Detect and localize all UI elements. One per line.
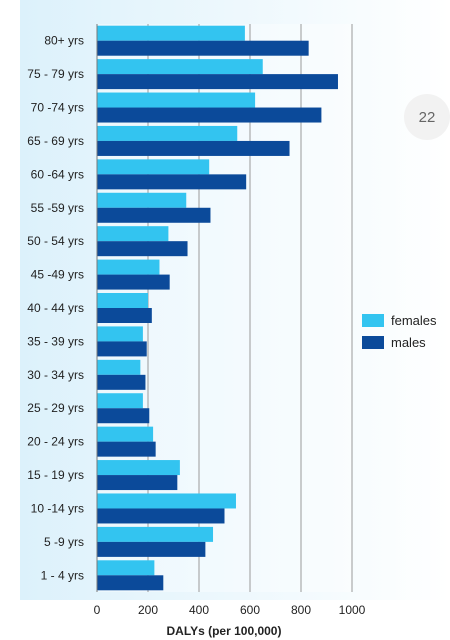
bar-females (97, 393, 143, 409)
bar-males (97, 207, 211, 223)
bar-females (97, 526, 214, 542)
category-label: 75 - 79 yrs (27, 67, 84, 81)
category-label: 30 - 34 yrs (27, 368, 84, 382)
x-tick-label: 400 (189, 603, 209, 617)
bar-females (97, 460, 180, 476)
bar-males (97, 140, 290, 156)
bar-females (97, 326, 143, 342)
bar-males (97, 74, 338, 90)
bar-females (97, 192, 187, 208)
bar-females (97, 159, 210, 175)
category-label: 70 -74 yrs (31, 101, 84, 115)
bar-males (97, 408, 150, 424)
category-label: 65 - 69 yrs (27, 134, 84, 148)
category-label: 25 - 29 yrs (27, 401, 84, 415)
category-label: 55 -59 yrs (31, 201, 84, 215)
bar-males (97, 575, 164, 591)
x-tick-label: 1000 (339, 603, 366, 617)
x-tick-label: 800 (291, 603, 311, 617)
bar-females (97, 359, 141, 375)
category-label: 1 - 4 yrs (41, 568, 84, 582)
category-label: 5 -9 yrs (44, 535, 84, 549)
bar-males (97, 241, 188, 257)
bar-females (97, 25, 245, 41)
bar-females (97, 92, 256, 108)
category-label: 35 - 39 yrs (27, 334, 84, 348)
x-tick-label: 600 (240, 603, 260, 617)
category-label: 20 - 24 yrs (27, 435, 84, 449)
legend-label-females: females (391, 313, 437, 328)
legend-swatch-males (362, 336, 384, 349)
page-number: 22 (419, 109, 436, 126)
bar-females (97, 125, 238, 141)
category-label: 50 - 54 yrs (27, 234, 84, 248)
bar-females (97, 226, 169, 242)
bar-males (97, 107, 322, 123)
bar-females (97, 426, 154, 442)
category-label: 60 -64 yrs (31, 167, 84, 181)
bar-males (97, 341, 147, 357)
x-tick-label: 0 (94, 603, 101, 617)
category-label: 45 -49 yrs (31, 268, 84, 282)
bar-males (97, 541, 206, 557)
bar-males (97, 441, 156, 457)
bar-females (97, 259, 160, 275)
bar-males (97, 40, 309, 56)
bar-males (97, 274, 170, 290)
category-label: 40 - 44 yrs (27, 301, 84, 315)
legend-swatch-females (362, 314, 384, 327)
x-tick-label: 200 (138, 603, 158, 617)
page-number-badge (404, 94, 450, 140)
bar-males (97, 374, 146, 390)
bar-males (97, 308, 152, 323)
category-label: 15 - 19 yrs (27, 468, 84, 482)
bar-males (97, 475, 178, 491)
category-label: 80+ yrs (44, 34, 84, 48)
x-axis-title: DALYs (per 100,000) (167, 624, 282, 638)
bar-females (97, 293, 148, 308)
bar-females (97, 560, 155, 576)
bar-males (97, 508, 225, 524)
legend-label-males: males (391, 335, 426, 350)
bar-males (97, 174, 247, 190)
category-label: 10 -14 yrs (31, 501, 84, 515)
bar-females (97, 493, 236, 509)
bar-females (97, 59, 263, 75)
